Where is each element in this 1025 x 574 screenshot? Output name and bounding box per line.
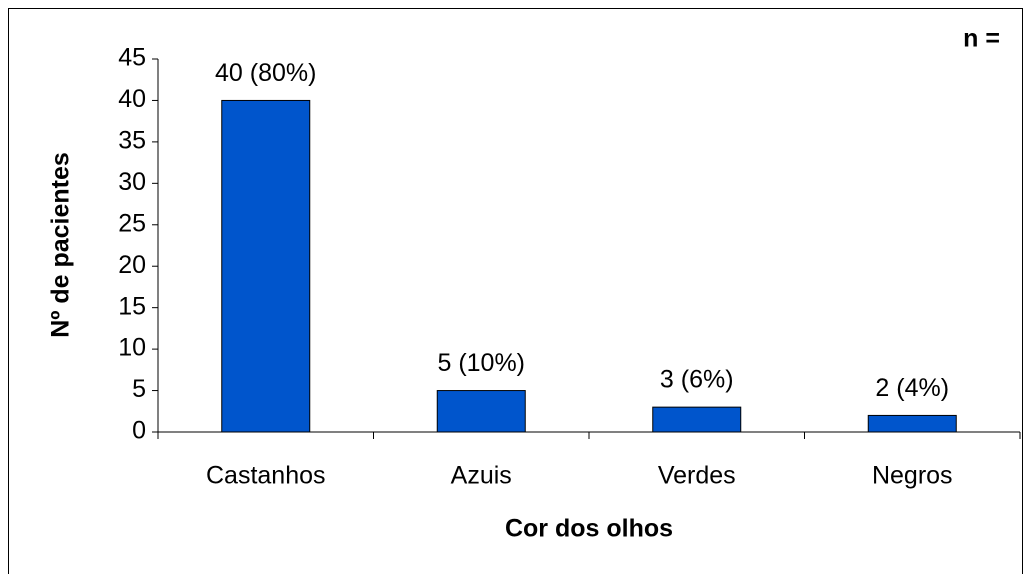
x-tick-label: Negros bbox=[872, 462, 953, 490]
bar bbox=[652, 406, 742, 433]
y-tick-label: 25 bbox=[118, 209, 146, 237]
value-label: 2 (4%) bbox=[875, 374, 949, 402]
x-tick-label: Castanhos bbox=[206, 462, 326, 490]
value-label: 3 (6%) bbox=[660, 366, 734, 394]
y-tick-label: 5 bbox=[132, 375, 146, 403]
y-tick-label: 0 bbox=[132, 417, 146, 445]
value-label: 40 (80%) bbox=[215, 59, 316, 87]
x-tick-label: Verdes bbox=[658, 462, 736, 490]
x-axis-label: Cor dos olhos bbox=[505, 515, 673, 543]
y-tick-label: 20 bbox=[118, 251, 146, 279]
y-tick-label: 40 bbox=[118, 85, 146, 113]
chart-border bbox=[8, 8, 1023, 574]
y-axis-label: Nº de pacientes bbox=[47, 152, 75, 338]
bar bbox=[867, 414, 957, 433]
y-tick-label: 30 bbox=[118, 168, 146, 196]
x-tick-label: Azuis bbox=[451, 462, 512, 490]
annotation: n = bbox=[963, 25, 1000, 53]
bar bbox=[221, 99, 311, 433]
bar bbox=[436, 390, 526, 433]
y-tick-label: 45 bbox=[118, 44, 146, 72]
value-label: 5 (10%) bbox=[437, 349, 525, 377]
y-tick-label: 10 bbox=[118, 334, 146, 362]
y-tick-label: 35 bbox=[118, 126, 146, 154]
y-tick-label: 15 bbox=[118, 292, 146, 320]
